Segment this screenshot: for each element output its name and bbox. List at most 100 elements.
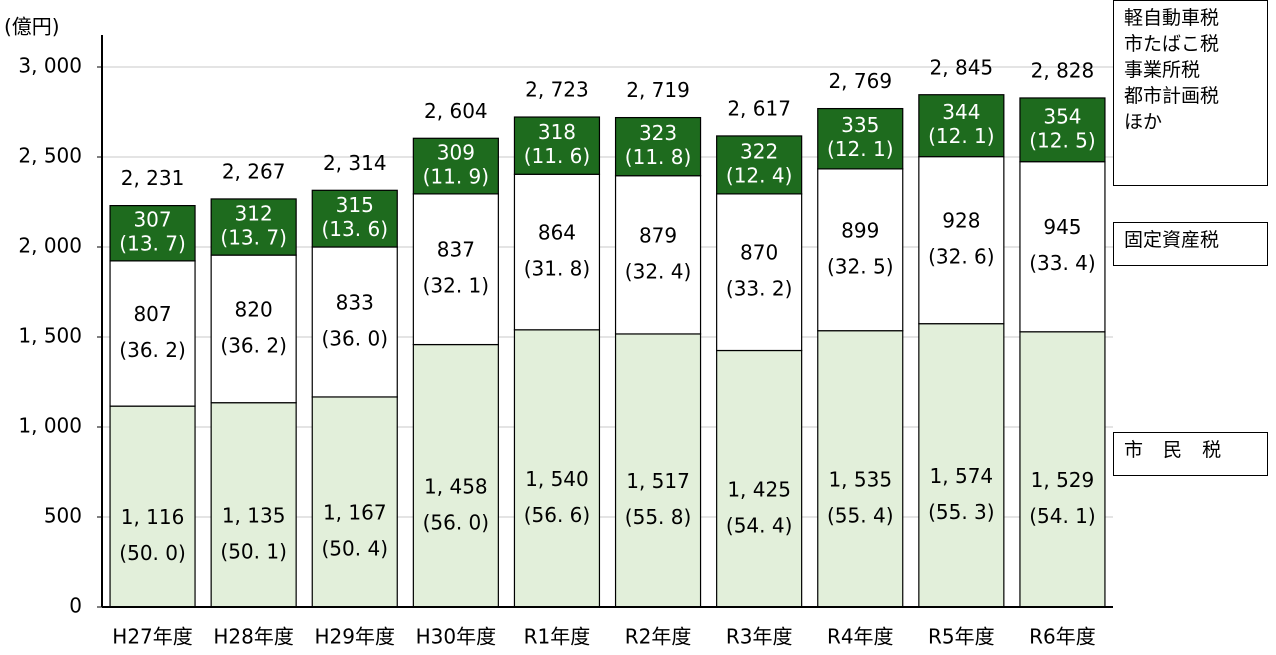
value-label: 335 bbox=[841, 113, 879, 137]
value-label: 312 bbox=[235, 202, 273, 226]
share-label: (55. 3) bbox=[928, 500, 995, 524]
value-label: 1, 425 bbox=[727, 477, 791, 501]
x-tick-label: R3年度 bbox=[726, 625, 793, 649]
x-tick-label: H30年度 bbox=[416, 625, 497, 649]
value-label: 344 bbox=[942, 100, 980, 124]
value-label: 318 bbox=[538, 120, 576, 144]
total-label: 2, 723 bbox=[525, 77, 589, 101]
share-label: (12. 5) bbox=[1029, 128, 1096, 152]
share-label: (32. 4) bbox=[625, 259, 692, 283]
share-label: (55. 8) bbox=[625, 505, 692, 529]
bar-segment bbox=[918, 156, 1005, 325]
bar-segment bbox=[210, 254, 297, 404]
bar-segment bbox=[311, 246, 398, 398]
bar-segment bbox=[412, 137, 499, 195]
value-label: 899 bbox=[841, 218, 879, 242]
x-tick-label: R4年度 bbox=[827, 625, 894, 649]
value-label: 864 bbox=[538, 221, 576, 245]
share-label: (54. 4) bbox=[726, 513, 793, 537]
value-label: 1, 135 bbox=[222, 503, 286, 527]
value-label: 1, 167 bbox=[323, 500, 387, 524]
x-tick-label: R6年度 bbox=[1029, 625, 1096, 649]
value-label: 807 bbox=[133, 302, 171, 326]
share-label: (36. 2) bbox=[220, 333, 287, 357]
share-label: (11. 8) bbox=[625, 145, 692, 169]
share-label: (50. 4) bbox=[322, 536, 389, 560]
x-tick-label: H27年度 bbox=[112, 625, 193, 649]
bar-segment bbox=[614, 175, 702, 335]
value-label: 307 bbox=[133, 208, 171, 232]
total-label: 2, 604 bbox=[424, 99, 488, 123]
value-label: 1, 535 bbox=[828, 467, 892, 491]
share-label: (13. 7) bbox=[119, 232, 186, 256]
share-label: (50. 1) bbox=[220, 539, 287, 563]
legend-entry: 固定資産税 bbox=[1113, 222, 1268, 266]
bar-segment bbox=[1019, 97, 1106, 163]
share-label: (32. 5) bbox=[827, 254, 894, 278]
bar-segment bbox=[311, 189, 398, 248]
value-label: 870 bbox=[740, 241, 778, 265]
total-label: 2, 267 bbox=[222, 159, 286, 183]
value-label: 315 bbox=[336, 193, 374, 217]
bar-segment bbox=[210, 198, 297, 256]
share-label: (56. 6) bbox=[524, 503, 591, 527]
value-label: 1, 529 bbox=[1031, 468, 1095, 492]
share-label: (56. 0) bbox=[423, 510, 490, 534]
value-label: 928 bbox=[942, 209, 980, 233]
share-label: (13. 7) bbox=[220, 226, 287, 250]
value-label: 322 bbox=[740, 139, 778, 163]
value-label: 309 bbox=[437, 141, 475, 165]
y-axis-label: (億円) bbox=[4, 15, 60, 39]
share-label: (11. 6) bbox=[524, 144, 591, 168]
bar-segment bbox=[109, 205, 196, 262]
value-label: 879 bbox=[639, 223, 677, 247]
x-tick-label: R1年度 bbox=[524, 625, 591, 649]
y-tick-label: 2, 500 bbox=[18, 144, 82, 168]
share-label: (31. 8) bbox=[524, 257, 591, 281]
value-label: 1, 517 bbox=[626, 469, 690, 493]
total-label: 2, 231 bbox=[121, 166, 185, 190]
bar-segment bbox=[716, 135, 803, 195]
share-label: (36. 0) bbox=[322, 326, 389, 350]
total-label: 2, 828 bbox=[1031, 58, 1095, 82]
total-label: 2, 845 bbox=[930, 55, 994, 79]
y-tick-label: 1, 000 bbox=[18, 414, 82, 438]
bar-segment bbox=[513, 173, 601, 331]
y-tick-label: 2, 000 bbox=[18, 234, 82, 258]
share-label: (33. 2) bbox=[726, 277, 793, 301]
value-label: 1, 116 bbox=[121, 505, 185, 529]
value-label: 354 bbox=[1043, 104, 1081, 128]
bar-segment bbox=[716, 349, 803, 608]
total-label: 2, 769 bbox=[828, 69, 892, 93]
share-label: (55. 4) bbox=[827, 503, 894, 527]
value-label: 837 bbox=[437, 238, 475, 262]
share-label: (54. 1) bbox=[1029, 504, 1096, 528]
legend-entry: 軽自動車税 市たばこ税 事業所税 都市計画税 ほか bbox=[1113, 0, 1268, 186]
value-label: 820 bbox=[235, 297, 273, 321]
value-label: 1, 458 bbox=[424, 474, 488, 498]
x-tick-label: R2年度 bbox=[625, 625, 692, 649]
bar-segment bbox=[513, 116, 601, 175]
bar-segment bbox=[109, 260, 196, 407]
share-label: (33. 4) bbox=[1029, 251, 1096, 275]
total-label: 2, 314 bbox=[323, 151, 387, 175]
value-label: 945 bbox=[1043, 215, 1081, 239]
y-tick-label: 0 bbox=[69, 594, 82, 618]
value-label: 833 bbox=[336, 290, 374, 314]
y-tick-label: 1, 500 bbox=[18, 324, 82, 348]
bar-segment bbox=[918, 94, 1005, 158]
x-tick-label: R5年度 bbox=[928, 625, 995, 649]
share-label: (36. 2) bbox=[119, 338, 186, 362]
share-label: (11. 9) bbox=[423, 165, 490, 189]
value-label: 1, 540 bbox=[525, 467, 589, 491]
value-label: 1, 574 bbox=[930, 464, 994, 488]
total-label: 2, 617 bbox=[727, 96, 791, 120]
bar-segment bbox=[412, 193, 499, 346]
share-label: (13. 6) bbox=[322, 217, 389, 241]
legend-entry: 市 民 税 bbox=[1113, 432, 1268, 476]
bar-segment bbox=[109, 405, 196, 608]
share-label: (12. 1) bbox=[928, 124, 995, 148]
bar-segment bbox=[817, 330, 904, 608]
x-tick-label: H29年度 bbox=[315, 625, 396, 649]
